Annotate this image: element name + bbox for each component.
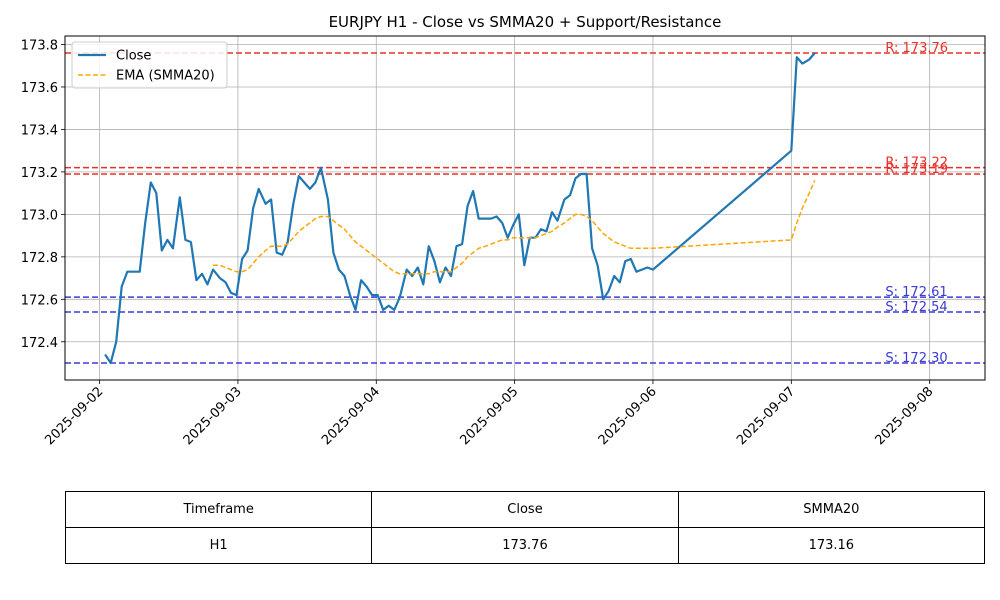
x-tick-label: 2025-09-05 <box>457 384 521 448</box>
x-tick-label: 2025-09-08 <box>872 384 936 448</box>
table-header-smma20: SMMA20 <box>677 491 986 528</box>
chart-title: EURJPY H1 - Close vs SMMA20 + Support/Re… <box>329 13 722 31</box>
legend-box <box>71 41 228 89</box>
y-tick-label: 173.2 <box>21 166 58 181</box>
table-header-close: Close <box>371 491 679 528</box>
level-label: R: 173.22 <box>885 156 948 171</box>
line-chart: EURJPY H1 - Close vs SMMA20 + Support/Re… <box>21 13 986 448</box>
series-line <box>104 52 816 365</box>
y-tick-label: 172.4 <box>21 336 58 351</box>
y-tick-label: 172.6 <box>21 293 58 308</box>
x-tick-label: 2025-09-06 <box>596 384 660 448</box>
table-cell-close: 173.76 <box>371 527 679 564</box>
y-tick-label: 173.0 <box>21 208 58 223</box>
series-line <box>213 180 816 275</box>
plot-frame <box>64 35 986 381</box>
x-tick-label: 2025-09-04 <box>319 384 383 448</box>
series-lines <box>104 52 816 365</box>
legend-label: EMA (SMMA20) <box>116 69 215 84</box>
table-cell-smma20: 173.16 <box>677 527 986 564</box>
table-cell-timeframe: H1 <box>64 527 373 564</box>
table-header-timeframe: Timeframe <box>64 491 373 528</box>
level-label: R: 173.19 <box>885 162 948 177</box>
y-tick-label: 173.6 <box>21 81 58 96</box>
y-tick-label: 172.8 <box>21 251 58 266</box>
support-resistance-lines: R: 173.76R: 173.22R: 173.19S: 172.61S: 1… <box>65 41 985 366</box>
x-tick-label: 2025-09-02 <box>42 384 106 448</box>
y-tick-label: 173.8 <box>21 38 58 53</box>
level-label: R: 173.76 <box>885 41 948 56</box>
legend-label: Close <box>116 49 151 64</box>
x-tick-label: 2025-09-03 <box>181 384 245 448</box>
level-label: S: 172.61 <box>885 285 947 300</box>
summary-table: Timeframe Close SMMA20 H1 173.76 173.16 <box>64 491 986 564</box>
table-row: H1 173.76 173.16 <box>64 527 986 564</box>
table-header-row: Timeframe Close SMMA20 <box>64 491 986 528</box>
level-label: S: 172.54 <box>885 300 947 315</box>
legend: Close EMA (SMMA20) <box>71 41 228 89</box>
x-tick-label: 2025-09-07 <box>734 384 798 448</box>
level-label: S: 172.30 <box>885 351 947 366</box>
y-tick-label: 173.4 <box>21 123 58 138</box>
